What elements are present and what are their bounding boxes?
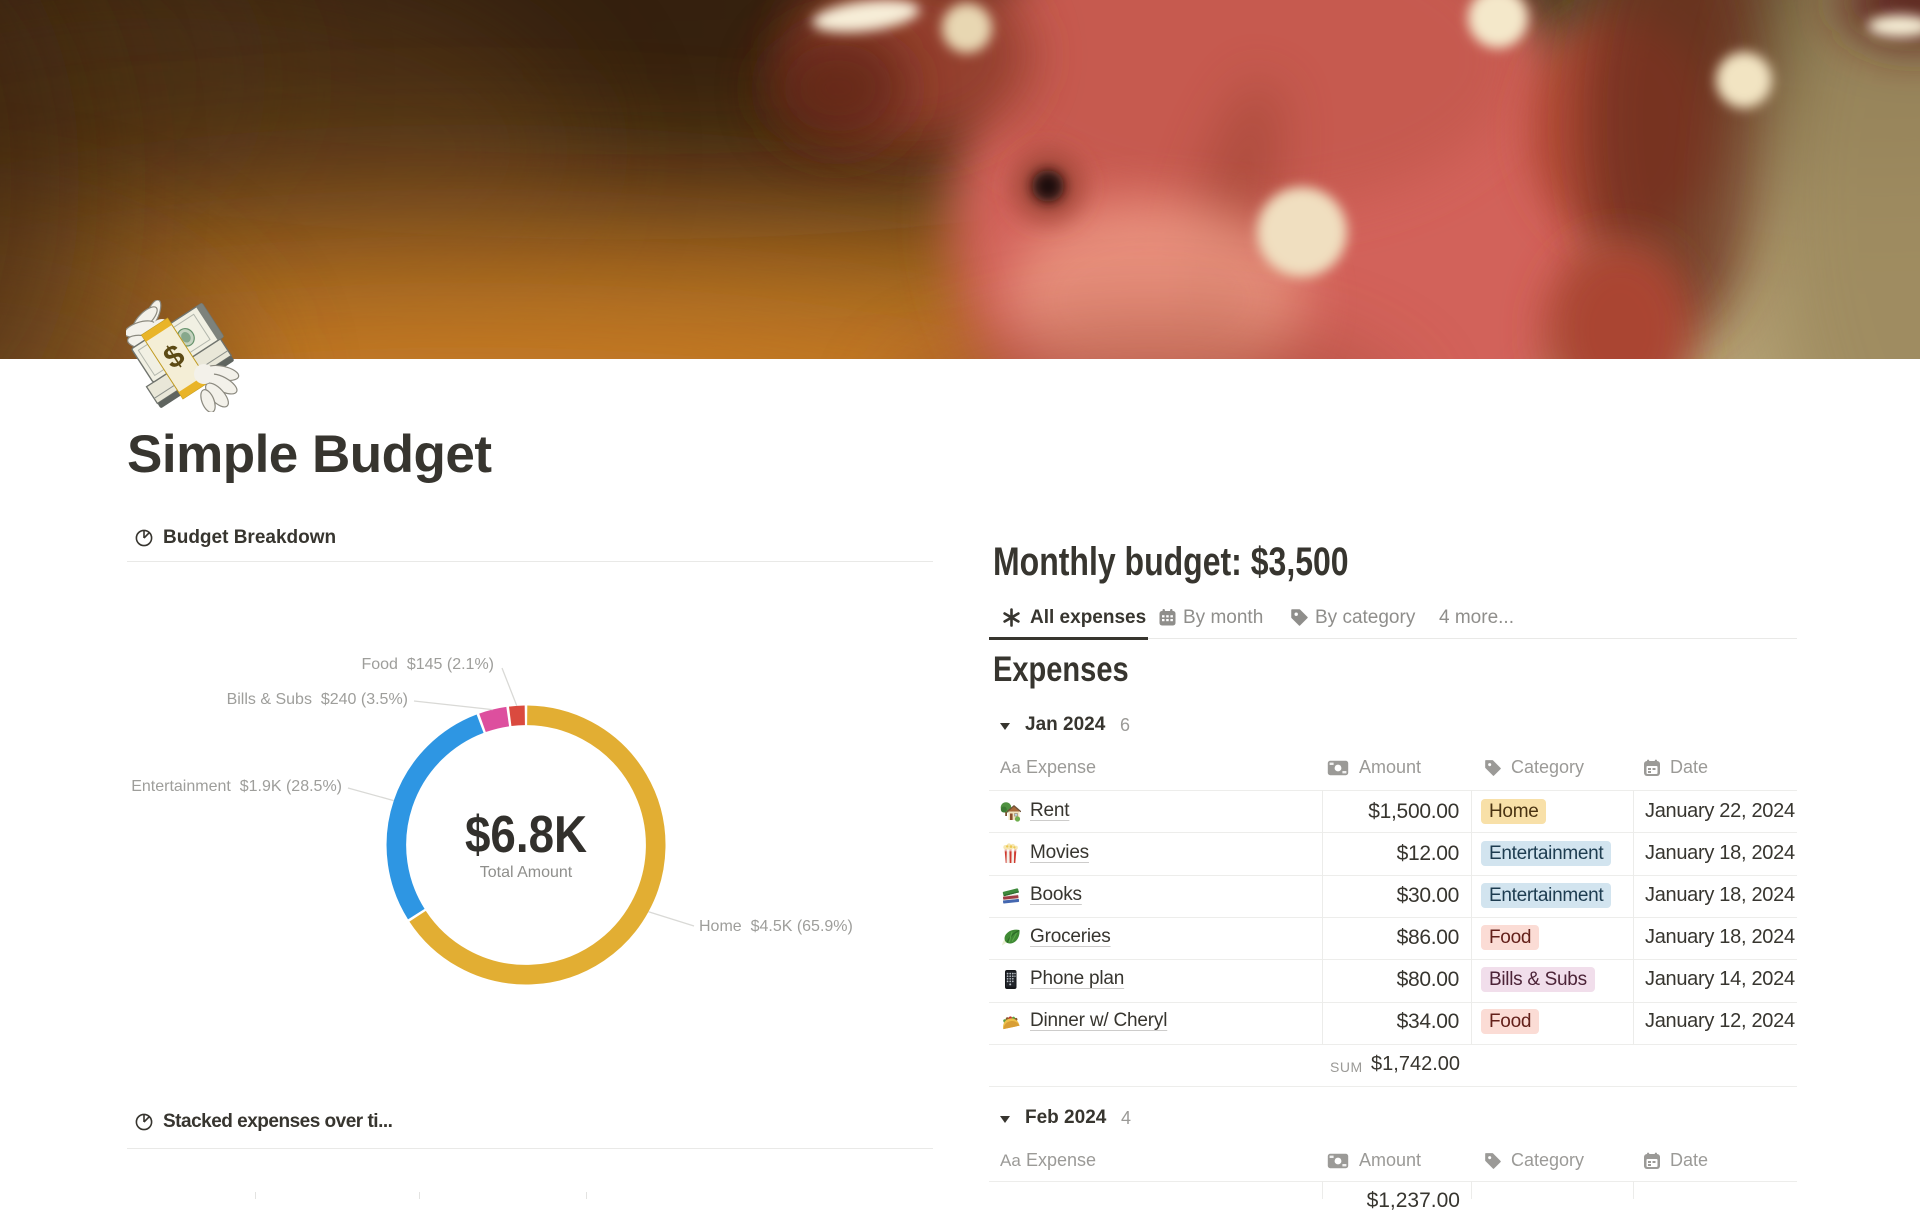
svg-text:$6.8K: $6.8K xyxy=(465,806,587,863)
